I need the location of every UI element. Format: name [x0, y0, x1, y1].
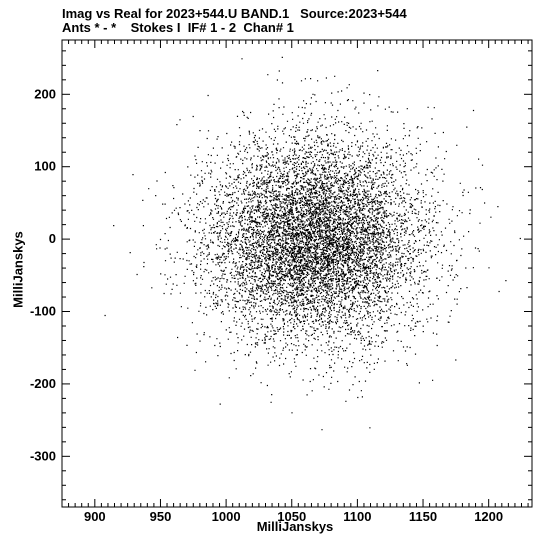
y-tick-label: 0	[49, 231, 56, 246]
y-axis-label: MilliJanskys	[10, 231, 26, 308]
x-tick-label: 1050	[277, 509, 306, 524]
x-axis-label: MilliJanskys	[256, 519, 334, 534]
y-tick-label: 100	[34, 159, 56, 174]
plot-frame	[61, 39, 533, 508]
x-tick-label: 1150	[409, 509, 437, 524]
x-tick-label: 1000	[212, 509, 241, 524]
x-tick-label: 950	[150, 509, 172, 524]
x-tick-label: 1200	[474, 509, 503, 524]
y-tick-label: -300	[30, 448, 56, 463]
axis-tick-labels: 900 950 1000 1050 1100 1150 1200 -300 -200 -100 0 1…	[30, 86, 503, 524]
y-tick-label: -200	[30, 376, 56, 391]
x-tick-label: 1100	[343, 509, 371, 524]
chart-title: Imag vs Real for 2023+544.U BAND.1 Sourc…	[62, 6, 407, 21]
y-tick-label: 200	[34, 86, 56, 101]
axis-ticks	[61, 40, 532, 507]
data-points	[104, 56, 521, 431]
y-tick-label: -100	[30, 304, 56, 319]
chart-subtitle: Ants * - * Stokes I IF# 1 - 2 Chan# 1	[62, 20, 294, 35]
x-tick-label: 900	[84, 509, 106, 524]
